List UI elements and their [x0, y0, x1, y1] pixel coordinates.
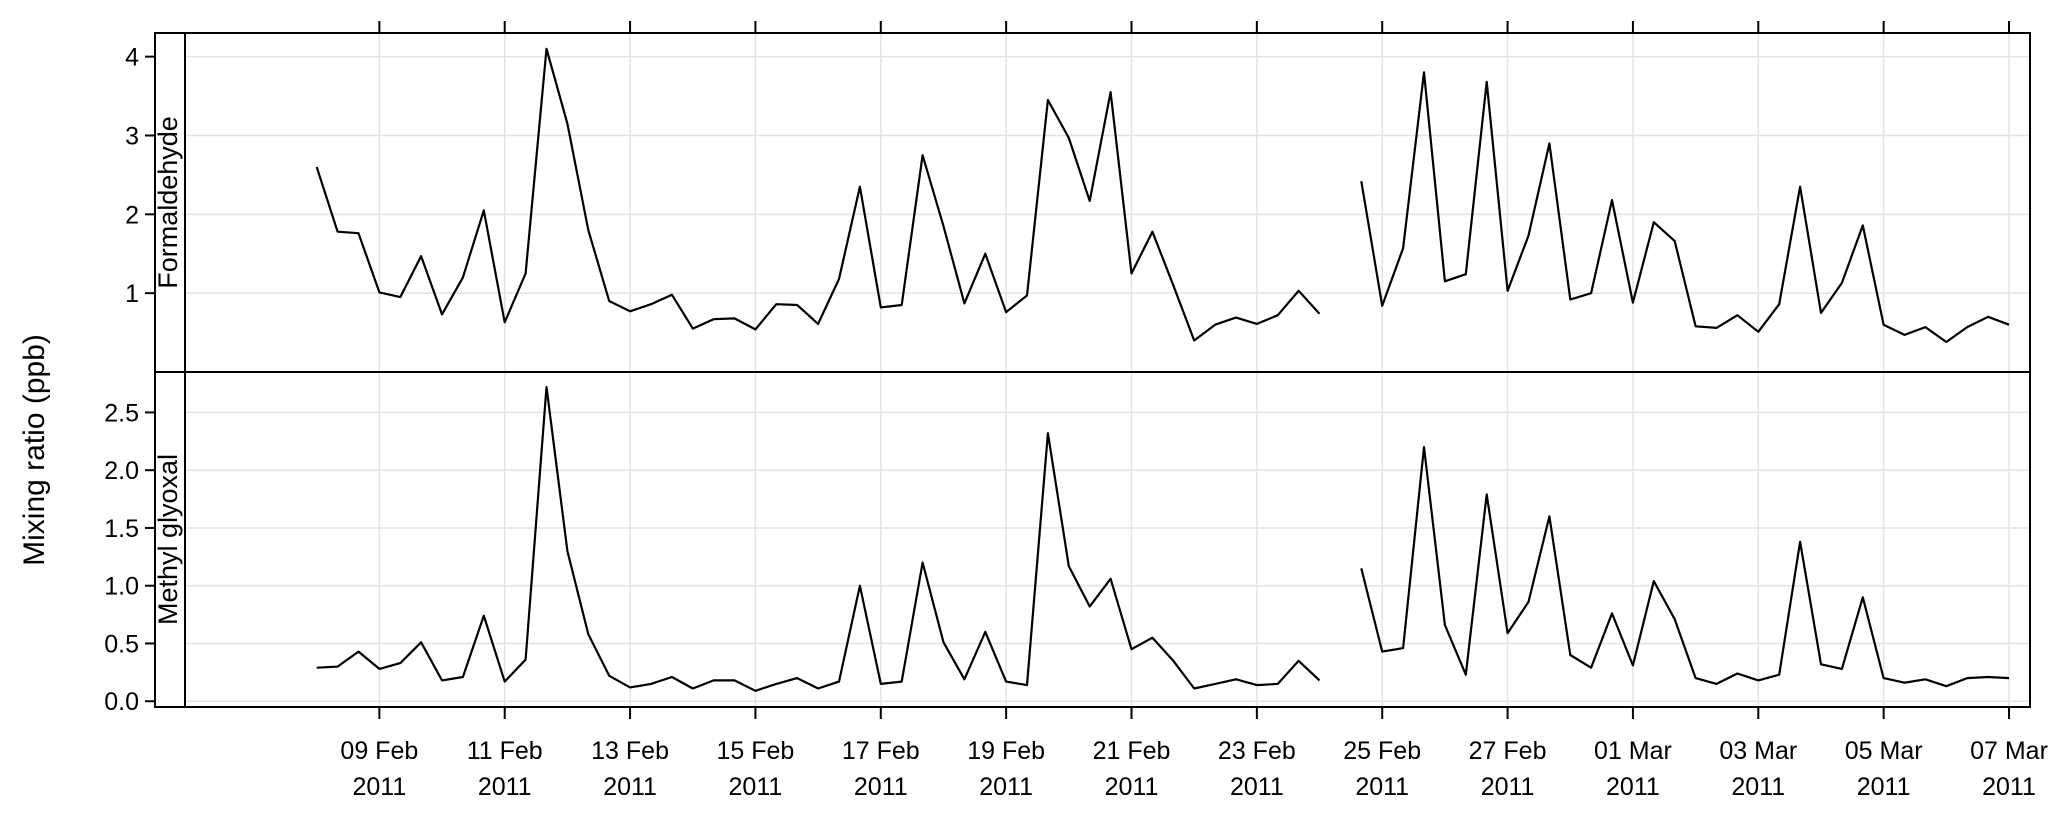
y-tick-label: 4: [125, 44, 139, 72]
y-tick-label: 0.0: [104, 688, 139, 716]
x-tick-label: 07 Mar 2011: [1970, 737, 2048, 801]
panel-strip-label: Methyl glyoxal: [153, 454, 183, 625]
x-tick-label: 23 Feb 2011: [1218, 737, 1296, 801]
x-tick-label: 05 Mar 2011: [1845, 737, 1923, 801]
x-tick-label: 15 Feb 2011: [717, 737, 795, 801]
plot-frame: [154, 32, 2031, 708]
y-tick-label: 2: [125, 201, 139, 229]
x-tick-label: 09 Feb 2011: [340, 737, 418, 801]
x-axis: 09 Feb 2011 11 Feb 2011 13 Feb 2011 15 Feb 2011…: [340, 21, 2048, 801]
series-line-1-0: [316, 385, 1321, 692]
y-tick-label: 1.0: [104, 573, 139, 601]
panels-layer: Formaldehyde 1 2 3 4 Methyl glyoxal 0.0 0.5 1.0 1…: [104, 32, 2031, 716]
series-line-0-1: [1360, 71, 2010, 344]
y-tick-label: 0.5: [104, 630, 139, 658]
y-axis-label: Mixing ratio (ppb): [18, 334, 51, 566]
x-tick-label: 11 Feb 2011: [467, 737, 543, 801]
x-tick-label: 13 Feb 2011: [591, 737, 669, 801]
x-tick-label: 17 Feb 2011: [842, 737, 920, 801]
panel-1: Methyl glyoxal 0.0 0.5 1.0 1.5 2.0 2.5: [104, 372, 2030, 716]
y-tick-label: 1: [125, 280, 139, 308]
x-tick-label: 21 Feb 2011: [1093, 737, 1171, 801]
series-line-1-1: [1360, 446, 2010, 688]
x-tick-label: 25 Feb 2011: [1343, 737, 1421, 801]
x-tick-label: 03 Mar 2011: [1719, 737, 1797, 801]
panel-strip-label: Formaldehyde: [153, 116, 183, 289]
panel-0: Formaldehyde 1 2 3 4: [125, 33, 2030, 372]
series-line-0-0: [315, 47, 1321, 342]
x-tick-label: 19 Feb 2011: [967, 737, 1045, 801]
x-tick-label: 27 Feb 2011: [1469, 737, 1547, 801]
y-tick-label: 1.5: [104, 515, 139, 543]
y-tick-label: 2.0: [104, 457, 139, 485]
y-tick-label: 2.5: [104, 399, 139, 427]
y-tick-label: 3: [125, 122, 139, 150]
x-tick-label: 01 Mar 2011: [1594, 737, 1672, 801]
